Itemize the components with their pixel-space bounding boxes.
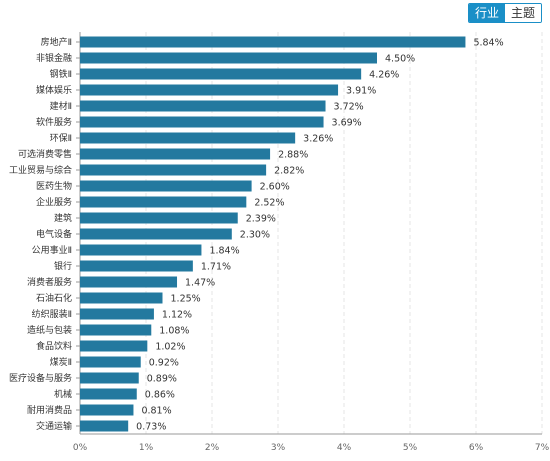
bar[interactable] <box>80 356 141 368</box>
category-label: 可选消费零售 <box>18 148 72 160</box>
bar[interactable] <box>80 84 339 96</box>
bar[interactable] <box>80 420 129 432</box>
bar[interactable] <box>80 276 178 288</box>
category-label: 造纸与包装 <box>27 324 72 336</box>
category-label: 非银金融 <box>36 52 72 64</box>
category-label: 建筑 <box>54 212 72 224</box>
value-label: 1.12% <box>162 310 192 321</box>
bar[interactable] <box>80 324 152 336</box>
value-label: 3.26% <box>303 134 333 145</box>
value-label: 1.02% <box>155 342 185 353</box>
category-label: 消费者服务 <box>27 276 72 288</box>
bar[interactable] <box>80 244 202 256</box>
category-label: 媒体娱乐 <box>36 84 72 96</box>
category-label: 医疗设备与服务 <box>9 372 72 384</box>
value-label: 2.52% <box>254 198 284 209</box>
x-tick-label: 2% <box>205 443 220 453</box>
bar[interactable] <box>80 100 326 112</box>
bar[interactable] <box>80 340 148 352</box>
category-label: 医药生物 <box>36 180 72 192</box>
category-label: 交通运输 <box>36 420 72 432</box>
bar[interactable] <box>80 68 362 80</box>
bar[interactable] <box>80 148 271 160</box>
value-label: 4.26% <box>369 70 399 81</box>
value-label: 0.73% <box>136 422 166 433</box>
x-tick-label: 7% <box>535 443 550 453</box>
bar[interactable] <box>80 308 154 320</box>
category-label: 建材Ⅱ <box>50 100 72 112</box>
value-label: 2.82% <box>274 166 304 177</box>
bar[interactable] <box>80 36 466 48</box>
value-label: 0.81% <box>141 406 171 417</box>
category-label: 煤炭Ⅱ <box>50 356 72 368</box>
category-label: 石油石化 <box>36 292 72 304</box>
category-label: 软件服务 <box>36 116 72 128</box>
bar[interactable] <box>80 372 139 384</box>
category-label: 钢铁Ⅱ <box>50 68 72 80</box>
category-label: 耐用消费品 <box>27 404 72 416</box>
category-label: 公用事业Ⅱ <box>32 244 72 256</box>
value-label: 1.08% <box>159 326 189 337</box>
value-label: 1.84% <box>209 246 239 257</box>
category-label: 企业服务 <box>36 196 72 208</box>
value-label: 0.86% <box>145 390 175 401</box>
bar[interactable] <box>80 132 296 144</box>
bar[interactable] <box>80 52 377 64</box>
x-tick-label: 1% <box>139 443 154 453</box>
category-label: 工业贸易与综合 <box>9 164 72 176</box>
value-label: 0.92% <box>149 358 179 369</box>
category-label: 环保Ⅱ <box>50 132 72 144</box>
value-label: 2.88% <box>278 150 308 161</box>
value-label: 1.71% <box>201 262 231 273</box>
category-label: 银行 <box>54 260 72 272</box>
value-label: 2.30% <box>240 230 270 241</box>
x-tick-label: 0% <box>73 443 88 453</box>
value-label: 1.47% <box>185 278 215 289</box>
bar[interactable] <box>80 212 238 224</box>
bar[interactable] <box>80 228 232 240</box>
bar[interactable] <box>80 116 324 128</box>
bar[interactable] <box>80 404 134 416</box>
industry-toggle-button[interactable]: 行业 <box>468 4 505 22</box>
bar[interactable] <box>80 180 252 192</box>
bar[interactable] <box>80 164 267 176</box>
value-label: 2.39% <box>246 214 276 225</box>
value-label: 2.60% <box>260 182 290 193</box>
x-tick-label: 4% <box>337 443 352 453</box>
bar[interactable] <box>80 196 247 208</box>
value-label: 1.25% <box>171 294 201 305</box>
category-label: 房地产Ⅱ <box>41 36 72 48</box>
value-label: 3.69% <box>332 118 362 129</box>
bar[interactable] <box>80 388 137 400</box>
value-label: 3.91% <box>346 86 376 97</box>
category-label: 电气设备 <box>36 228 72 240</box>
x-tick-label: 3% <box>271 443 286 453</box>
x-tick-label: 5% <box>403 443 418 453</box>
value-label: 0.89% <box>147 374 177 385</box>
category-label: 食品饮料 <box>36 340 72 352</box>
bar[interactable] <box>80 292 163 304</box>
x-tick-label: 6% <box>469 443 484 453</box>
category-label: 机械 <box>54 388 72 400</box>
bar[interactable] <box>80 260 193 272</box>
value-label: 5.84% <box>473 38 503 49</box>
value-label: 3.72% <box>334 102 364 113</box>
theme-toggle-button[interactable]: 主题 <box>504 4 541 22</box>
view-toggle: 行业 主题 <box>467 3 542 23</box>
category-label: 纺织服装Ⅱ <box>32 308 72 320</box>
value-label: 4.50% <box>385 54 415 65</box>
